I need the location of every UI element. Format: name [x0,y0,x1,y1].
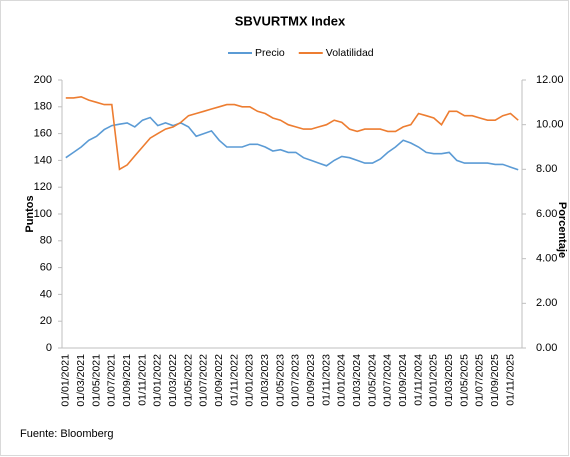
x-tick-label: 01/09/2025 [489,354,501,407]
y-tick-label: 0 [46,342,52,354]
x-tick-label: 01/11/2022 [228,354,240,406]
y2-tick-label: 8.00 [536,163,557,175]
x-tick-label: 01/09/2023 [305,354,317,407]
y-tick-label: 20 [40,315,52,327]
chart-title: SBVURTMX Index [235,13,346,28]
x-tick-label: 01/11/2025 [504,354,516,406]
y2-tick-label: 4.00 [536,253,557,265]
x-tick-label: 01/07/2024 [382,354,394,407]
x-tick-label: 01/07/2023 [290,354,302,407]
x-tick-label: 01/07/2022 [198,354,210,407]
x-tick-label: 01/01/2021 [60,354,72,407]
data-line [65,95,519,171]
y-tick-label: 140 [34,154,52,166]
y-tick-label: 120 [34,181,52,193]
y-axis-label: Puntos [24,195,36,232]
x-tick-label: 01/05/2024 [366,354,378,407]
x-tick-label: 01/05/2022 [182,354,194,407]
x-tick-label: 01/11/2024 [412,354,424,406]
y-tick-label: 180 [34,101,52,113]
y2-tick-label: 6.00 [536,208,557,220]
x-tick-label: 01/05/2023 [274,354,286,407]
y-tick-label: 40 [40,288,52,300]
y2-tick-label: 2.00 [536,297,557,309]
x-tick-label: 01/01/2024 [336,354,348,407]
y-tick-label: 80 [40,235,52,247]
x-tick-label: 01/01/2023 [244,354,256,407]
x-tick-label: 01/03/2021 [75,354,87,407]
x-tick-label: 01/07/2025 [474,354,486,407]
data-line [65,116,519,171]
legend-label: Precio [255,47,285,59]
y2-tick-label: 0.00 [536,342,557,354]
x-tick-label: 01/07/2021 [106,354,118,407]
legend-label: Volatilidad [326,47,374,59]
x-tick-label: 01/03/2025 [443,354,455,407]
x-tick-label: 01/03/2024 [351,354,363,407]
y-tick-label: 60 [40,262,52,274]
x-tick-label: 01/09/2022 [213,354,225,407]
x-tick-label: 01/01/2025 [428,354,440,407]
y2-axis-label: Porcentaje [556,202,568,258]
x-tick-label: 01/05/2025 [458,354,470,407]
x-tick-label: 01/03/2023 [259,354,271,407]
x-tick-label: 01/03/2022 [167,354,179,407]
y-tick-label: 200 [34,74,52,86]
x-tick-label: 01/01/2022 [152,354,164,407]
y-tick-label: 100 [34,208,52,220]
source-note: Fuente: Bloomberg [20,428,114,440]
x-tick-label: 01/09/2021 [121,354,133,407]
x-tick-label: 01/11/2021 [136,354,148,406]
x-tick-label: 01/09/2024 [397,354,409,407]
y-tick-label: 160 [34,128,52,140]
x-tick-label: 01/11/2023 [320,354,332,406]
y2-tick-label: 10.00 [536,119,564,131]
x-tick-label: 01/05/2021 [90,354,102,407]
y2-tick-label: 12.00 [536,74,564,86]
